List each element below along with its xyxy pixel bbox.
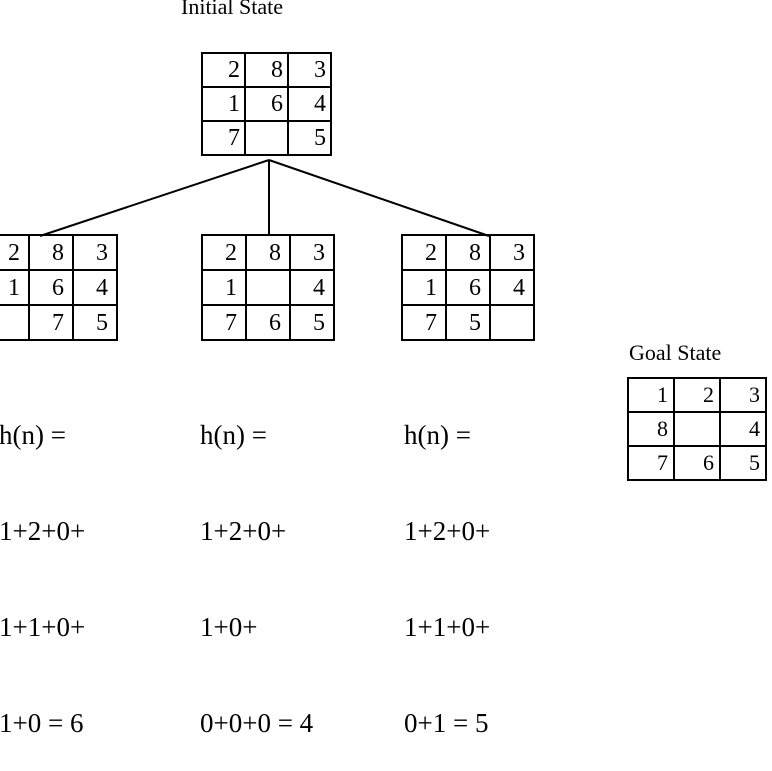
heuristic-left: h(n) = 1+2+0+ 1+1+0+ 1+0 = 6 [0, 355, 85, 771]
tile: 6 [244, 86, 289, 122]
tile: 3 [719, 377, 767, 413]
heuristic-line: 1+1+0+ [0, 612, 86, 642]
child-board-right: 2 8 3 1 6 4 7 5 [401, 234, 535, 341]
tile: 8 [245, 234, 291, 271]
tile: 4 [287, 86, 332, 122]
tile: 5 [289, 304, 335, 341]
tile [489, 304, 535, 341]
initial-state-board: 2 8 3 1 6 4 7 5 [201, 52, 332, 156]
tile: 2 [401, 234, 447, 271]
tile: 4 [72, 269, 118, 306]
tile: 5 [719, 445, 767, 481]
tile: 2 [673, 377, 721, 413]
tile: 4 [719, 411, 767, 447]
tile: 6 [673, 445, 721, 481]
tile [673, 411, 721, 447]
tile: 6 [28, 269, 74, 306]
tile: 3 [289, 234, 335, 271]
tile: 4 [489, 269, 535, 306]
child-board-middle: 2 8 3 1 4 7 6 5 [201, 234, 335, 341]
heuristic-line: 1+0 = 6 [0, 708, 84, 738]
tree-edges [39, 159, 490, 237]
tile: 6 [445, 269, 491, 306]
tile: 7 [201, 304, 247, 341]
heuristic-line: 0+0+0 = 4 [200, 708, 314, 738]
tile: 1 [401, 269, 447, 306]
heuristic-line: 1+2+0+ [404, 516, 491, 546]
tile: 2 [201, 234, 247, 271]
tile: 3 [489, 234, 535, 271]
tile: 3 [287, 52, 332, 88]
tile [245, 269, 291, 306]
tile: 3 [72, 234, 118, 271]
tile: 1 [0, 269, 30, 306]
tile: 4 [289, 269, 335, 306]
tile: 8 [445, 234, 491, 271]
tile: 1 [201, 269, 247, 306]
initial-state-title: Initial State [181, 0, 284, 19]
heuristic-line: 0+1 = 5 [404, 708, 489, 738]
tile: 8 [244, 52, 289, 88]
tile: 7 [401, 304, 447, 341]
tile: 6 [245, 304, 291, 341]
heuristic-line: 1+0+ [200, 612, 258, 642]
tile: 2 [201, 52, 246, 88]
goal-state-title: Goal State [629, 340, 722, 365]
heuristic-right: h(n) = 1+2+0+ 1+1+0+ 0+1 = 5 [404, 355, 490, 771]
tile: 5 [287, 120, 332, 156]
edge-left [39, 159, 270, 237]
tile: 8 [28, 234, 74, 271]
heuristic-line: h(n) = [200, 420, 267, 450]
heuristic-middle: h(n) = 1+2+0+ 1+0+ 0+0+0 = 4 [200, 355, 313, 771]
child-board-left: 2 8 3 1 6 4 7 5 [0, 234, 118, 341]
heuristic-line: 1+1+0+ [404, 612, 491, 642]
tile [244, 120, 289, 156]
tile: 8 [627, 411, 675, 447]
tile: 7 [627, 445, 675, 481]
tile: 7 [28, 304, 74, 341]
tile: 7 [201, 120, 246, 156]
heuristic-line: 1+2+0+ [200, 516, 287, 546]
heuristic-line: h(n) = [404, 420, 471, 450]
edge-right [268, 159, 490, 237]
heuristic-line: 1+2+0+ [0, 516, 86, 546]
tile: 5 [72, 304, 118, 341]
tile [0, 304, 30, 341]
heuristic-line: h(n) = [0, 420, 66, 450]
tile: 2 [0, 234, 30, 271]
tile: 5 [445, 304, 491, 341]
tile: 1 [201, 86, 246, 122]
goal-state-board: 1 2 3 8 4 7 6 5 [627, 377, 767, 481]
tile: 1 [627, 377, 675, 413]
